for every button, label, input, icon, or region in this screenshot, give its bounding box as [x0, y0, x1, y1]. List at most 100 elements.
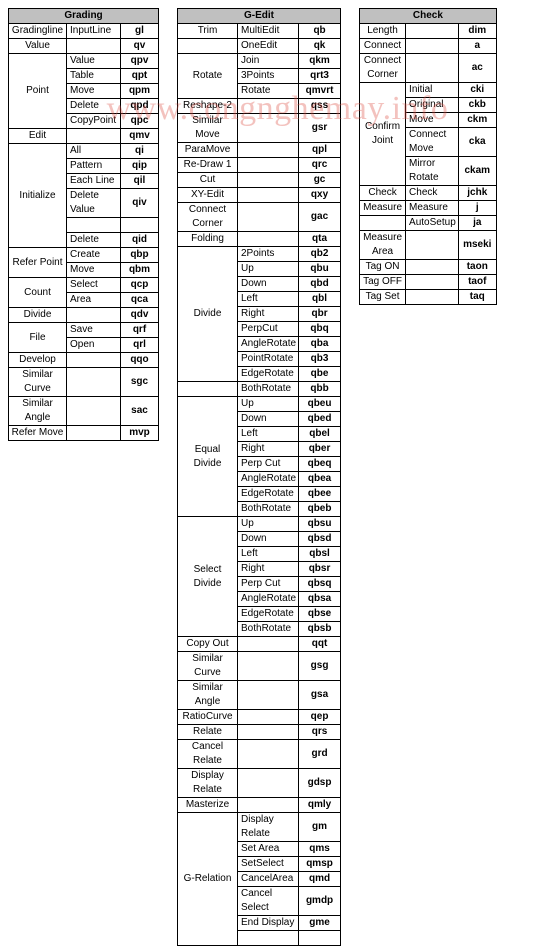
table-row: Confirm JointInitialcki — [360, 83, 497, 98]
row-sublabel — [238, 173, 299, 188]
row-label: ParaMove — [178, 143, 238, 158]
row-code: qi — [121, 144, 159, 159]
row-sublabel — [67, 397, 121, 426]
row-sublabel: Down — [238, 412, 299, 427]
row-code: qbsb — [299, 622, 341, 637]
row-code: qbsr — [299, 562, 341, 577]
row-code — [299, 931, 341, 946]
row-code: gm — [299, 813, 341, 842]
row-label: Display Relate — [178, 769, 238, 798]
table-row: Select DivideUpqbsu — [178, 517, 341, 532]
row-label: Measure Area — [360, 231, 406, 260]
row-sublabel: Up — [238, 397, 299, 412]
row-label: Confirm Joint — [360, 83, 406, 186]
row-label: Similar Curve — [9, 368, 67, 397]
row-sublabel — [67, 368, 121, 397]
row-sublabel: Open — [67, 338, 121, 353]
row-sublabel — [238, 158, 299, 173]
table-row: ParaMoveqpl — [178, 143, 341, 158]
row-code: qkm — [299, 54, 341, 69]
table-row: Equal DivideUpqbeu — [178, 397, 341, 412]
row-code: gmdp — [299, 887, 341, 916]
row-label: Connect Corner — [178, 203, 238, 232]
row-code: qrf — [121, 323, 159, 338]
grading-table: GradingGradinglineInputLineglValueqvPoin… — [8, 8, 159, 441]
row-sublabel: AngleRotate — [238, 592, 299, 607]
row-label: Re-Draw 1 — [178, 158, 238, 173]
row-code: gl — [121, 24, 159, 39]
row-code: gme — [299, 916, 341, 931]
row-code: qpc — [121, 114, 159, 129]
row-sublabel: InputLine — [67, 24, 121, 39]
row-code: sgc — [121, 368, 159, 397]
table-row: Foldingqta — [178, 232, 341, 247]
table-row: Lengthdim — [360, 24, 497, 39]
row-code: qpm — [121, 84, 159, 99]
row-sublabel: AutoSetup — [406, 216, 459, 231]
row-sublabel — [238, 725, 299, 740]
row-code: qbsq — [299, 577, 341, 592]
row-sublabel: SetSelect — [238, 857, 299, 872]
table-row: Refer Movemvp — [9, 426, 159, 441]
row-sublabel — [67, 129, 121, 144]
row-sublabel: Value — [67, 54, 121, 69]
table-row: Display Relate gdsp — [178, 769, 341, 798]
row-sublabel — [406, 54, 459, 83]
row-sublabel: Up — [238, 262, 299, 277]
row-sublabel: Table — [67, 69, 121, 84]
row-code: qb2 — [299, 247, 341, 262]
row-label: Connect Corner — [360, 54, 406, 83]
row-code: gsg — [299, 652, 341, 681]
row-sublabel — [238, 99, 299, 114]
table-row: RotateJoinqkm — [178, 54, 341, 69]
row-sublabel: 3Points — [238, 69, 299, 84]
row-sublabel: Rotate — [238, 84, 299, 99]
row-code: gdsp — [299, 769, 341, 798]
row-sublabel — [238, 710, 299, 725]
row-sublabel: Area — [67, 293, 121, 308]
row-label — [360, 216, 406, 231]
row-code: qmvrt — [299, 84, 341, 99]
row-label: Cancel Relate — [178, 740, 238, 769]
table-row: Cancel Relategrd — [178, 740, 341, 769]
row-sublabel — [238, 203, 299, 232]
row-code: qbeq — [299, 457, 341, 472]
row-sublabel: Right — [238, 442, 299, 457]
row-sublabel — [406, 39, 459, 54]
row-code: j — [458, 201, 496, 216]
table-row: GradinglineInputLinegl — [9, 24, 159, 39]
check-table: CheckLengthdimConnectaConnect CorneracCo… — [359, 8, 497, 305]
row-code: qms — [299, 842, 341, 857]
row-sublabel: OneEdit — [238, 39, 299, 54]
row-code: qip — [121, 159, 159, 174]
row-sublabel: CancelArea — [238, 872, 299, 887]
row-sublabel: Check — [406, 186, 459, 201]
row-sublabel: Perp Cut — [238, 577, 299, 592]
table-row: Divide2Pointsqb2 — [178, 247, 341, 262]
row-code: ckam — [458, 157, 496, 186]
row-code: qbeu — [299, 397, 341, 412]
table-row: Connecta — [360, 39, 497, 54]
row-code: qca — [121, 293, 159, 308]
row-code: qcp — [121, 278, 159, 293]
row-code: qbsu — [299, 517, 341, 532]
row-sublabel — [238, 188, 299, 203]
row-sublabel: Delete — [67, 99, 121, 114]
row-label: Divide — [9, 308, 67, 323]
row-sublabel — [67, 308, 121, 323]
row-sublabel — [67, 39, 121, 54]
row-sublabel: Original — [406, 98, 459, 113]
row-label — [178, 382, 238, 397]
row-sublabel: Set Area — [238, 842, 299, 857]
table-row: Tag Settaq — [360, 290, 497, 305]
row-label: Tag OFF — [360, 275, 406, 290]
row-sublabel: Each Line — [67, 174, 121, 189]
row-code: qid — [121, 233, 159, 248]
row-code: qv — [121, 39, 159, 54]
row-code: qrs — [299, 725, 341, 740]
row-label: Select Divide — [178, 517, 238, 637]
row-code: qba — [299, 337, 341, 352]
row-sublabel: Create — [67, 248, 121, 263]
table-row: Cutgc — [178, 173, 341, 188]
row-sublabel: PointRotate — [238, 352, 299, 367]
